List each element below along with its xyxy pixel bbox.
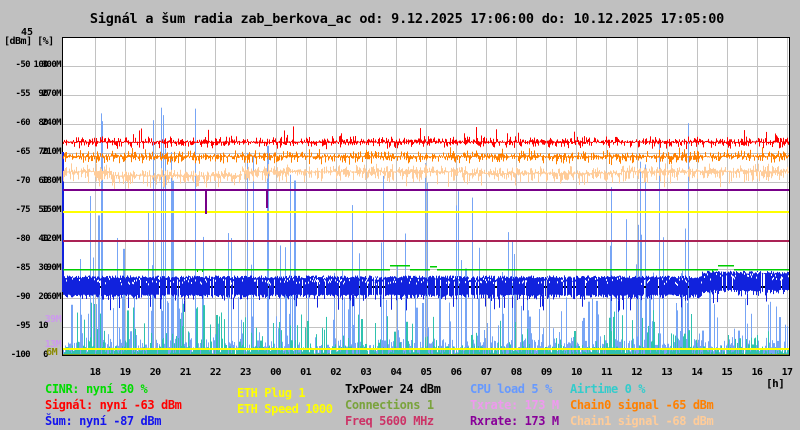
legend-sum: Šum: nyní -87 dBm xyxy=(45,414,162,428)
hour-label: 02 xyxy=(330,367,342,378)
hour-label: 13 xyxy=(661,367,673,378)
hour-label: 01 xyxy=(300,367,312,378)
y-tick-pct: 40 xyxy=(38,234,48,244)
y-axis-row: -90 20 60M xyxy=(0,292,62,303)
legend-txpower: TxPower 24 dBm xyxy=(345,382,441,396)
y-axis-row: -85 30 90M xyxy=(0,263,62,274)
legend-eth-speed: ETH Speed 1000 xyxy=(237,402,333,416)
y-tick-colored: 39M xyxy=(44,314,62,325)
hour-label: 03 xyxy=(360,367,372,378)
y-tick-pct: 20 xyxy=(38,292,48,302)
legend-rxrate: Rxrate: 173 M xyxy=(470,414,559,428)
y-axis-row: -60 80 240M xyxy=(0,118,62,129)
y-tick-mbit: 240M xyxy=(41,118,62,128)
hour-label: 04 xyxy=(390,367,402,378)
legend-connections: Connections 1 xyxy=(345,398,434,412)
y-tick-colored: 13M xyxy=(44,339,62,350)
y-tick-mbit: 180M xyxy=(41,176,62,186)
hour-label: 23 xyxy=(240,367,251,378)
y-tick-dbm: -65 xyxy=(15,147,31,157)
y-tick-dbm: -90 xyxy=(15,292,31,302)
y-tick-mbit: 300M xyxy=(41,60,62,70)
x-axis-unit: [h] xyxy=(766,377,785,390)
hour-label: 22 xyxy=(209,367,221,378)
y-tick-pct: 60 xyxy=(38,176,48,186)
hour-label: 14 xyxy=(691,367,703,378)
y-tick-mbit: 270M xyxy=(41,89,62,99)
legend-signal: Signál: nyní -63 dBm xyxy=(45,398,182,412)
y-tick-pct: 100 xyxy=(33,60,49,70)
y-tick-pct: 90 xyxy=(38,89,48,99)
plot-canvas xyxy=(62,37,790,356)
y-tick-dbm: -95 xyxy=(15,321,31,331)
y-axis-row: -75 50 150M xyxy=(0,205,62,216)
y-axis-row: -70 60 180M xyxy=(0,176,62,187)
hour-label: 12 xyxy=(631,367,642,378)
hour-label: 08 xyxy=(510,367,522,378)
hour-label: 17 xyxy=(781,367,793,378)
legend-chain1: Chain1 signal -68 dBm xyxy=(570,414,714,428)
legend-txrate: Txrate: 173 M xyxy=(470,398,559,412)
hour-label: 20 xyxy=(149,367,161,378)
y-tick-mbit: 120M xyxy=(41,234,62,244)
legend-freq: Freq 5600 MHz xyxy=(345,414,434,428)
y-axis-row: -80 40 120M xyxy=(0,234,62,245)
y-tick-pct: 70 xyxy=(38,147,48,157)
y-tick-pct: 10 xyxy=(38,321,48,331)
y-tick-dbm: -60 xyxy=(15,118,31,128)
y-tick-mbit: 60M xyxy=(46,292,62,302)
y-axis-row: -50 100 300M xyxy=(0,60,62,71)
y-axis-row: -55 90 270M xyxy=(0,89,62,100)
y-axis-units: [dBm] [%] xyxy=(4,36,54,47)
y-tick-dbm: -70 xyxy=(15,176,31,186)
y-tick-colored: 6M xyxy=(46,347,57,358)
y-tick-mbit: 90M xyxy=(46,263,62,273)
graph-title: Signál a šum radia zab_berkova_ac od: 9.… xyxy=(89,11,725,27)
y-tick-mbit: 150M xyxy=(41,205,62,215)
y-tick-pct: 80 xyxy=(38,118,48,128)
legend-eth-plug: ETH Plug 1 xyxy=(237,386,306,400)
legend-cpu-load: CPU load 5 % xyxy=(470,382,552,396)
y-tick-dbm: -50 xyxy=(15,60,31,70)
y-axis-row: -65 70 210M xyxy=(0,147,62,158)
y-axis-row: -100 0 xyxy=(0,350,61,361)
hour-label: 09 xyxy=(540,367,552,378)
y-axis-top-tick: 45 xyxy=(21,27,34,38)
hour-label: 05 xyxy=(420,367,432,378)
hour-label: 07 xyxy=(480,367,492,378)
y-tick-mbit: 210M xyxy=(41,147,62,157)
y-tick-pct: 30 xyxy=(38,263,48,273)
hour-label: 00 xyxy=(270,367,281,378)
hour-label: 18 xyxy=(89,367,101,378)
y-tick-dbm: -75 xyxy=(15,205,31,215)
y-tick-dbm: -80 xyxy=(15,234,31,244)
y-tick-pct: 0 xyxy=(43,350,48,360)
hour-label: 10 xyxy=(570,367,582,378)
y-tick-dbm: -85 xyxy=(15,263,31,273)
hour-label: 16 xyxy=(751,367,763,378)
y-tick-pct: 50 xyxy=(38,205,48,215)
y-tick-dbm: -100 xyxy=(10,350,31,360)
hour-label: 06 xyxy=(450,367,462,378)
legend-airtime: Airtime 0 % xyxy=(570,382,646,396)
hour-label: 15 xyxy=(721,367,733,378)
legend-cinr: CINR: nyní 30 % xyxy=(45,382,148,396)
hour-label: 19 xyxy=(119,367,131,378)
y-axis-row: -95 10 xyxy=(0,321,61,332)
hour-label: 11 xyxy=(601,367,612,378)
legend-chain0: Chain0 signal -65 dBm xyxy=(570,398,714,412)
y-tick-dbm: -55 xyxy=(15,89,31,99)
hour-label: 21 xyxy=(179,367,191,378)
